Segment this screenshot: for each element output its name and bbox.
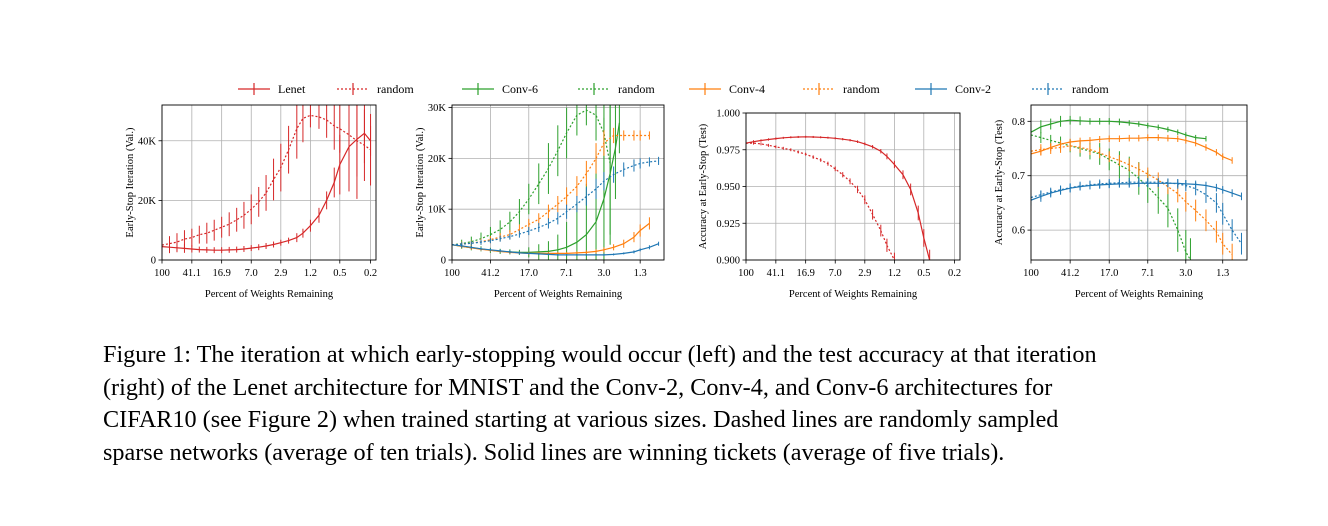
axes-frame xyxy=(451,104,665,261)
x-tick-label: 16.9 xyxy=(796,268,814,279)
x-axis-label: Percent of Weights Remaining xyxy=(205,289,334,300)
legend-label: random xyxy=(843,82,880,96)
plot-area xyxy=(1031,115,1242,260)
random-series-line xyxy=(452,134,650,246)
legend-label: Conv-6 xyxy=(502,82,538,96)
random-series-line xyxy=(1031,134,1192,260)
legend-item-random: random xyxy=(803,82,880,96)
y-tick-label: 1.000 xyxy=(716,109,740,120)
y-tick-label: 40K xyxy=(138,136,157,147)
random-series-line xyxy=(1031,181,1242,245)
legend-item-lenet: Lenet xyxy=(238,82,306,96)
random-series-line xyxy=(162,114,371,246)
x-tick-label: 0.2 xyxy=(364,268,377,279)
x-tick-label: 17.0 xyxy=(1100,268,1118,279)
x-tick-label: 16.9 xyxy=(212,268,230,279)
x-tick-label: 1.2 xyxy=(888,268,901,279)
x-axis-label: Percent of Weights Remaining xyxy=(494,289,623,300)
y-tick-label: 30K xyxy=(428,103,447,114)
random-series-line xyxy=(452,160,659,246)
plot-area xyxy=(162,105,372,255)
conv-4-series-line xyxy=(1031,137,1233,162)
legend-item-random: random xyxy=(578,82,655,96)
y-axis-label: Accuracy at Early-Stop (Test) xyxy=(994,119,1005,245)
x-tick-label: 2.9 xyxy=(274,268,287,279)
plot-area xyxy=(452,105,660,260)
plot-area xyxy=(746,135,931,260)
y-tick-label: 0.8 xyxy=(1012,117,1025,128)
axes-frame xyxy=(161,104,377,261)
x-tick-label: 7.0 xyxy=(245,268,258,279)
x-tick-label: 1.3 xyxy=(634,268,647,279)
conv-2-series-line xyxy=(1031,182,1242,201)
legend-label: random xyxy=(377,82,414,96)
legend-item-random: random xyxy=(1032,82,1109,96)
y-tick-label: 0.975 xyxy=(716,145,740,156)
x-axis-label: Percent of Weights Remaining xyxy=(789,289,918,300)
x-tick-label: 7.0 xyxy=(829,268,842,279)
legend-label: Conv-4 xyxy=(729,82,765,96)
y-axis-label: Early-Stop Iteration (Val.) xyxy=(415,127,426,237)
conv-6-series-line xyxy=(1031,119,1207,140)
x-tick-label: 41.1 xyxy=(767,268,785,279)
x-tick-label: 41.1 xyxy=(183,268,201,279)
caption-line: CIFAR10 (see Figure 2) when trained star… xyxy=(103,406,1059,433)
y-tick-label: 20K xyxy=(428,154,447,165)
lenet-series-line xyxy=(746,136,931,260)
legend-item-random: random xyxy=(337,82,414,96)
x-tick-label: 17.0 xyxy=(520,268,538,279)
legend-label: random xyxy=(1072,82,1109,96)
chart-conv-early-stop-iteration: 100 41.2 17.0 7.1 3.0 1.3 0 10K 20K 30K Percent of… xyxy=(415,103,665,300)
y-tick-label: 0 xyxy=(441,256,446,267)
legend-label: random xyxy=(618,82,655,96)
y-tick-label: 0.900 xyxy=(716,256,740,267)
caption-line: sparse networks (average of ten trials).… xyxy=(103,438,1005,466)
legend-item-conv-2: Conv-2 xyxy=(915,82,991,96)
chart-lenet-early-stop-iteration: 100 41.1 16.9 7.0 2.9 1.2 0.5 0.2 0 20K 40K Percent… xyxy=(125,104,377,300)
x-tick-label: 1.3 xyxy=(1216,268,1229,279)
legend-label: Lenet xyxy=(278,82,306,96)
y-tick-label: 0 xyxy=(151,256,156,267)
y-axis-label: Accuracy at Early-Stop (Test) xyxy=(698,123,709,249)
x-axis-label: Percent of Weights Remaining xyxy=(1075,289,1204,300)
legend-label: Conv-2 xyxy=(955,82,991,96)
caption-line: (right) of the Lenet architecture for MN… xyxy=(103,373,1053,401)
y-tick-label: 0.6 xyxy=(1012,226,1025,237)
y-tick-label: 20K xyxy=(138,196,157,207)
chart-conv-accuracy: 100 41.2 17.0 7.1 3.0 1.3 0.6 0.7 0.8 Percent of … xyxy=(994,104,1248,300)
caption-line: Figure 1: The iteration at which early-s… xyxy=(103,341,1097,368)
x-tick-label: 100 xyxy=(1023,268,1039,279)
y-tick-label: 0.925 xyxy=(716,219,740,230)
x-tick-label: 41.2 xyxy=(481,268,499,279)
y-tick-label: 10K xyxy=(428,205,447,216)
chart-lenet-accuracy: 100 41.1 16.9 7.0 2.9 1.2 0.5 0.2 0.900 0.925 0.95… xyxy=(698,109,961,301)
x-tick-label: 2.9 xyxy=(858,268,871,279)
y-tick-label: 0.950 xyxy=(716,182,740,193)
y-axis-label: Early-Stop Iteration (Val.) xyxy=(125,127,136,237)
x-tick-label: 0.2 xyxy=(948,268,961,279)
axes-frame xyxy=(1030,104,1248,261)
x-tick-label: 100 xyxy=(154,268,170,279)
x-tick-label: 0.5 xyxy=(333,268,346,279)
figure-1-charts: Lenet random Conv-6 random Conv-4 random Conv-… xyxy=(125,82,1248,301)
x-tick-label: 100 xyxy=(444,268,460,279)
x-tick-label: 100 xyxy=(738,268,754,279)
x-tick-label: 41.2 xyxy=(1061,268,1079,279)
figure-caption: Figure 1: The iteration at which early-s… xyxy=(103,339,1268,469)
legend: Lenet random Conv-6 random Conv-4 random Conv-… xyxy=(238,82,1109,96)
x-tick-label: 7.1 xyxy=(560,268,573,279)
x-tick-label: 1.2 xyxy=(304,268,317,279)
x-tick-label: 3.0 xyxy=(1179,268,1192,279)
x-tick-label: 0.5 xyxy=(917,268,930,279)
y-tick-label: 0.7 xyxy=(1012,171,1025,182)
random-series-line xyxy=(1031,145,1233,255)
conv-6-series-line xyxy=(452,122,620,253)
x-tick-label: 3.0 xyxy=(597,268,610,279)
x-tick-label: 7.1 xyxy=(1141,268,1154,279)
legend-item-conv-4: Conv-4 xyxy=(689,82,765,96)
random-series-line xyxy=(452,109,611,246)
legend-item-conv-6: Conv-6 xyxy=(462,82,538,96)
